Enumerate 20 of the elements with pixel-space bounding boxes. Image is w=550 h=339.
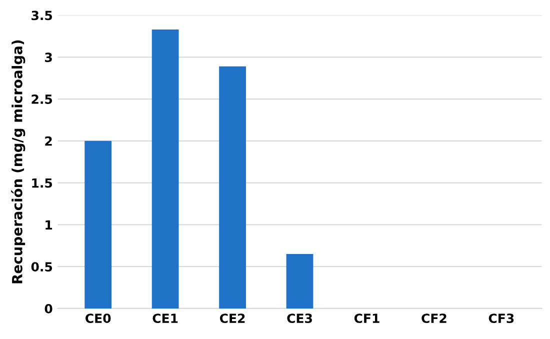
y-tick-label: 0 [44, 304, 52, 314]
y-tick-label: 2 [45, 136, 52, 146]
y-tick-label: 3 [45, 52, 52, 62]
x-tick-label: CE2 [220, 314, 245, 324]
x-tick-label: CF1 [354, 314, 380, 324]
x-tick-label: CE3 [287, 314, 312, 324]
bar [152, 30, 179, 308]
y-tick-label: 3.5 [32, 10, 52, 20]
y-tick-label: 1 [46, 220, 52, 230]
bar [286, 254, 314, 308]
y-tick-label: 0.5 [31, 262, 52, 272]
x-tick-label: CF3 [488, 314, 514, 324]
y-axis-title: Recuperación (mg/g microalga) [11, 40, 26, 284]
y-tick-label: 2.5 [32, 94, 52, 104]
y-tick-label: 1.5 [32, 178, 52, 188]
x-tick-label: CE1 [152, 314, 178, 324]
x-tick-label: CF2 [422, 314, 446, 324]
x-tick-label: CE0 [86, 314, 111, 324]
bar [219, 66, 246, 308]
bar [84, 140, 112, 308]
